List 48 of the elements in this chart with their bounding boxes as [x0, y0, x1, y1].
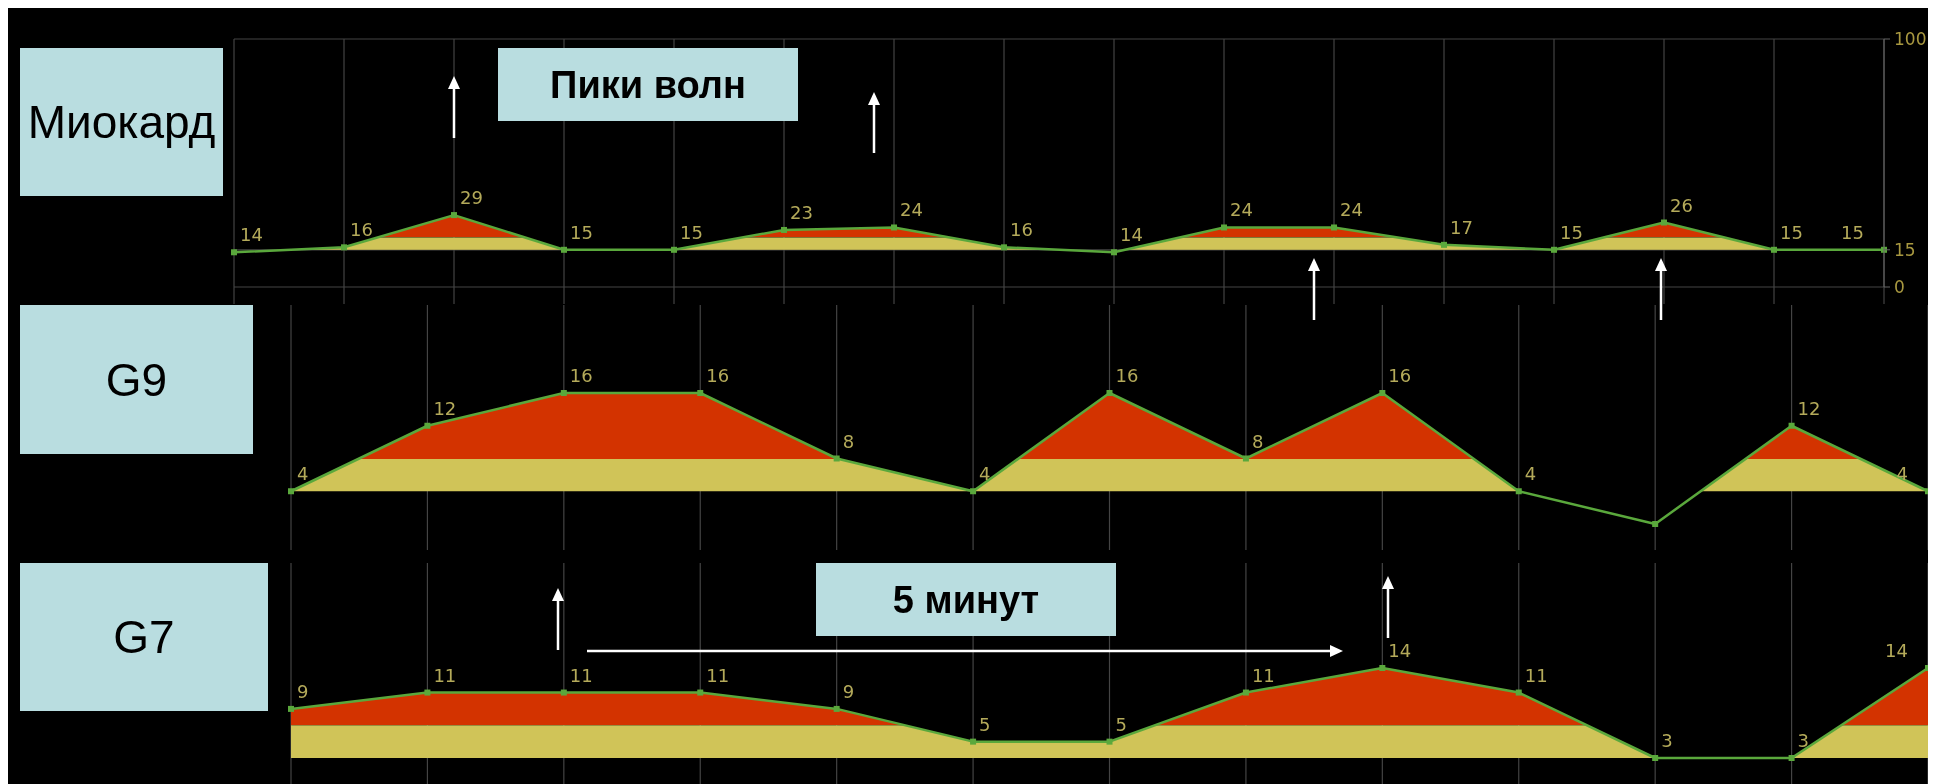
- data-label: 24: [1230, 199, 1253, 221]
- data-label: 3: [1797, 730, 1810, 751]
- data-label: 14: [1388, 640, 1412, 661]
- data-label: 3: [1661, 730, 1673, 751]
- data-label: 4: [297, 463, 309, 485]
- data-label: 14: [1120, 224, 1143, 246]
- data-label: 12: [1797, 397, 1821, 419]
- text: Миокард: [27, 96, 216, 149]
- data-label: 16: [1388, 365, 1412, 386]
- data-label: 14: [240, 224, 263, 246]
- data-label: 4: [979, 463, 991, 485]
- data-label: 4: [1524, 463, 1537, 485]
- data-label: 12: [433, 397, 457, 419]
- data-label: 11: [706, 664, 730, 686]
- data-label: 5: [1115, 713, 1127, 735]
- data-label: 8: [842, 430, 855, 452]
- data-label: 15: [1780, 221, 1803, 243]
- data-label: 26: [1670, 194, 1693, 216]
- annotation: Пики волн: [550, 63, 746, 106]
- data-label: 11: [1251, 664, 1275, 686]
- data-label: 15: [1560, 221, 1583, 243]
- data-label: 16: [569, 365, 593, 386]
- data-label: 8: [1251, 430, 1264, 452]
- y-tick-label: 15: [1894, 239, 1916, 260]
- data-label: 16: [350, 219, 373, 241]
- y-tick-label: 0: [1894, 276, 1905, 297]
- data-label: 24: [900, 199, 923, 221]
- data-label: 16: [706, 365, 730, 386]
- chart-title: G9: [105, 353, 168, 406]
- data-label: 14: [1885, 640, 1908, 661]
- data-label: 29: [460, 187, 483, 209]
- data-label: 17: [1450, 216, 1473, 238]
- data-label: 11: [569, 664, 593, 686]
- data-label: 11: [433, 664, 457, 686]
- text: 5 минут: [892, 578, 1040, 621]
- y-tick-label: 100: [1894, 28, 1927, 49]
- data-label: 24: [1340, 199, 1363, 221]
- chart-title: G7: [113, 611, 175, 664]
- data-label: 15: [570, 221, 593, 243]
- data-label: 16: [1115, 365, 1139, 386]
- data-label: 9: [297, 680, 309, 702]
- data-label: 23: [790, 201, 813, 223]
- data-label: 15: [1841, 221, 1864, 243]
- data-label: 11: [1524, 664, 1548, 686]
- data-label: 16: [1010, 219, 1033, 241]
- data-label: 5: [979, 713, 991, 735]
- data-label: 9: [842, 680, 855, 702]
- data-label: 15: [680, 221, 703, 243]
